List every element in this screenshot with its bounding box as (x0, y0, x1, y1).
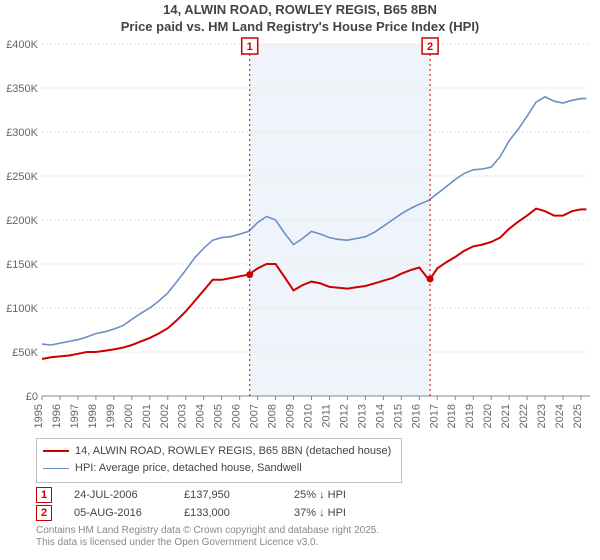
svg-text:2008: 2008 (267, 404, 279, 428)
svg-text:£350K: £350K (6, 83, 38, 95)
svg-text:£300K: £300K (6, 127, 38, 139)
footer-line-1: Contains HM Land Registry data © Crown c… (36, 525, 600, 538)
svg-text:2003: 2003 (177, 404, 189, 428)
svg-text:1997: 1997 (69, 404, 81, 428)
sale-price: £133,000 (184, 507, 294, 519)
sales-table: 1 24-JUL-2006£137,95025% ↓ HPI 2 05-AUG-201… (36, 486, 600, 522)
svg-text:1998: 1998 (87, 404, 99, 428)
svg-text:2006: 2006 (231, 404, 243, 428)
svg-text:1999: 1999 (105, 404, 117, 428)
svg-text:2002: 2002 (159, 404, 171, 428)
svg-text:2020: 2020 (482, 404, 494, 428)
svg-text:2025: 2025 (572, 404, 584, 428)
legend-label: 14, ALWIN ROAD, ROWLEY REGIS, B65 8BN (d… (75, 445, 391, 457)
title-line-2: Price paid vs. HM Land Registry's House … (0, 19, 600, 36)
svg-text:2009: 2009 (285, 404, 297, 428)
sale-row: 2 05-AUG-2016£133,00037% ↓ HPI (36, 504, 600, 522)
svg-text:1: 1 (247, 41, 253, 53)
svg-text:2019: 2019 (464, 404, 476, 428)
sale-diff: 37% ↓ HPI (294, 507, 414, 519)
sale-date: 24-JUL-2006 (74, 489, 184, 501)
svg-text:2021: 2021 (500, 404, 512, 428)
svg-text:£250K: £250K (6, 171, 38, 183)
svg-text:2004: 2004 (195, 404, 207, 428)
svg-text:£200K: £200K (6, 215, 38, 227)
svg-text:1996: 1996 (51, 404, 63, 428)
svg-text:£100K: £100K (6, 303, 38, 315)
svg-text:£50K: £50K (12, 347, 38, 359)
svg-text:2010: 2010 (303, 404, 315, 428)
svg-text:2017: 2017 (428, 404, 440, 428)
footer: Contains HM Land Registry data © Crown c… (36, 525, 600, 550)
legend: 14, ALWIN ROAD, ROWLEY REGIS, B65 8BN (d… (36, 438, 402, 483)
chart: £0 £50K £100K £150K £200K £250K £300K £350K £400… (0, 36, 600, 436)
legend-label: HPI: Average price, detached house, Sand… (75, 462, 302, 474)
svg-text:2011: 2011 (320, 404, 332, 428)
legend-swatch (43, 468, 69, 469)
svg-text:2000: 2000 (123, 404, 135, 428)
svg-text:2015: 2015 (392, 404, 404, 428)
svg-text:2012: 2012 (338, 404, 350, 428)
legend-item: 14, ALWIN ROAD, ROWLEY REGIS, B65 8BN (d… (43, 443, 391, 461)
svg-text:2007: 2007 (249, 404, 261, 428)
footer-line-2: This data is licensed under the Open Gov… (36, 537, 600, 550)
svg-text:1995: 1995 (33, 404, 45, 428)
legend-item: HPI: Average price, detached house, Sand… (43, 460, 391, 478)
svg-text:2022: 2022 (518, 404, 530, 428)
svg-text:2014: 2014 (374, 404, 386, 428)
chart-svg: £0 £50K £100K £150K £200K £250K £300K £350K £400… (0, 36, 600, 436)
sale-date: 05-AUG-2016 (74, 507, 184, 519)
svg-text:2005: 2005 (213, 404, 225, 428)
svg-text:2023: 2023 (536, 404, 548, 428)
svg-text:2013: 2013 (356, 404, 368, 428)
title-block: 14, ALWIN ROAD, ROWLEY REGIS, B65 8BN Pr… (0, 0, 600, 36)
title-line-1: 14, ALWIN ROAD, ROWLEY REGIS, B65 8BN (0, 2, 600, 19)
sale-price: £137,950 (184, 489, 294, 501)
svg-text:£150K: £150K (6, 259, 38, 271)
svg-text:2001: 2001 (141, 404, 153, 428)
svg-text:2024: 2024 (554, 404, 566, 428)
sale-diff: 25% ↓ HPI (294, 489, 414, 501)
svg-text:2018: 2018 (446, 404, 458, 428)
sale-row: 1 24-JUL-2006£137,95025% ↓ HPI (36, 486, 600, 504)
svg-text:£400K: £400K (6, 39, 38, 51)
svg-text:2: 2 (427, 41, 433, 53)
sale-marker: 1 (36, 487, 52, 503)
svg-text:2016: 2016 (410, 404, 422, 428)
legend-swatch (43, 450, 69, 452)
svg-text:£0: £0 (26, 391, 38, 403)
sale-marker: 2 (36, 505, 52, 521)
